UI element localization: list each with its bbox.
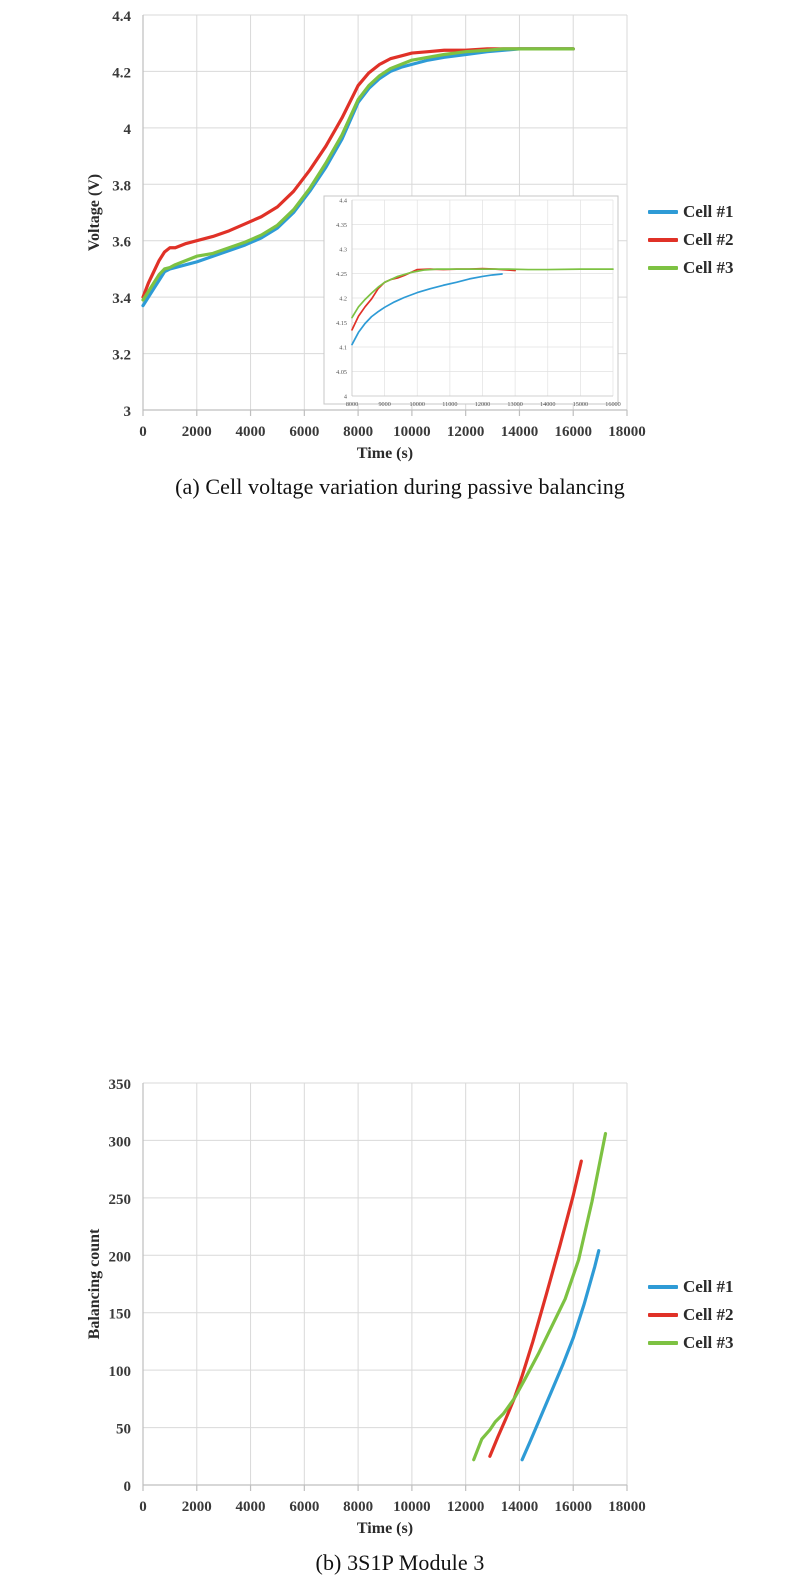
legend-swatch-cell-3 [648, 266, 678, 270]
svg-text:0: 0 [124, 1479, 132, 1495]
svg-text:8000: 8000 [346, 401, 358, 408]
svg-text:2000: 2000 [182, 1499, 212, 1515]
legend-item: Cell #1 [648, 198, 734, 226]
svg-text:12000: 12000 [447, 424, 485, 440]
svg-text:4000: 4000 [236, 1499, 266, 1515]
svg-text:Time (s): Time (s) [357, 1520, 413, 1537]
svg-text:4.15: 4.15 [336, 320, 347, 327]
svg-text:250: 250 [109, 1192, 132, 1208]
svg-text:3.6: 3.6 [112, 235, 131, 251]
panel-a: 3 3.2 3.4 3.6 3.8 4 4.2 4.4 0 2000 4000 6000 8000 100… [0, 0, 800, 515]
svg-text:10000: 10000 [393, 424, 431, 440]
svg-text:4000: 4000 [236, 424, 266, 440]
svg-text:6000: 6000 [289, 1499, 319, 1515]
svg-text:4.4: 4.4 [339, 198, 347, 205]
svg-text:12000: 12000 [447, 1499, 485, 1515]
svg-text:16000: 16000 [605, 401, 620, 408]
svg-text:4.3: 4.3 [339, 247, 347, 254]
svg-text:0: 0 [139, 1499, 147, 1515]
legend-panel-b: Cell #1 Cell #2 Cell #3 [648, 1273, 734, 1357]
legend-label-cell-1: Cell #1 [683, 1277, 734, 1296]
svg-text:12000: 12000 [475, 401, 490, 408]
svg-text:4.4: 4.4 [112, 9, 131, 25]
legend-label-cell-3: Cell #3 [683, 258, 734, 277]
legend-item: Cell #2 [648, 226, 734, 254]
svg-text:4: 4 [344, 394, 347, 401]
legend-panel-a: Cell #1 Cell #2 Cell #3 [648, 198, 734, 282]
svg-text:13000: 13000 [507, 401, 522, 408]
svg-text:9000: 9000 [378, 401, 390, 408]
svg-text:10000: 10000 [410, 401, 425, 408]
svg-text:15000: 15000 [573, 401, 588, 408]
svg-text:6000: 6000 [289, 424, 319, 440]
svg-text:Voltage (V): Voltage (V) [86, 174, 103, 251]
svg-text:350: 350 [109, 1077, 132, 1093]
legend-label-cell-3: Cell #3 [683, 1333, 734, 1352]
svg-text:4: 4 [124, 122, 132, 138]
legend-label-cell-2: Cell #2 [683, 1305, 734, 1324]
legend-swatch-cell-2 [648, 1313, 678, 1317]
svg-text:8000: 8000 [343, 424, 373, 440]
svg-text:100: 100 [109, 1364, 132, 1380]
svg-text:14000: 14000 [501, 1499, 539, 1515]
svg-text:4.05: 4.05 [336, 369, 347, 376]
svg-text:18000: 18000 [608, 1499, 646, 1515]
svg-text:3.2: 3.2 [112, 348, 131, 364]
svg-text:4.2: 4.2 [339, 296, 347, 303]
legend-item: Cell #3 [648, 1329, 734, 1357]
legend-label-cell-1: Cell #1 [683, 202, 734, 221]
svg-text:0: 0 [139, 424, 147, 440]
svg-text:3.4: 3.4 [112, 291, 131, 307]
svg-text:200: 200 [109, 1249, 132, 1265]
svg-text:11000: 11000 [442, 401, 457, 408]
legend-item: Cell #3 [648, 254, 734, 282]
svg-text:18000: 18000 [608, 424, 646, 440]
svg-text:4.1: 4.1 [339, 345, 347, 352]
svg-text:14000: 14000 [501, 424, 539, 440]
svg-text:16000: 16000 [554, 1499, 592, 1515]
caption-panel-a: (a) Cell voltage variation during passiv… [175, 474, 625, 499]
legend-swatch-cell-1 [648, 1285, 678, 1289]
svg-text:300: 300 [109, 1134, 132, 1150]
voltage-chart: 3 3.2 3.4 3.6 3.8 4 4.2 4.4 0 2000 4000 6000 8000 100… [86, 9, 646, 462]
svg-text:2000: 2000 [182, 424, 212, 440]
legend-item: Cell #2 [648, 1301, 734, 1329]
svg-text:Balancing count: Balancing count [86, 1228, 103, 1339]
svg-text:4.2: 4.2 [112, 65, 131, 81]
legend-label-cell-2: Cell #2 [683, 230, 734, 249]
svg-text:8000: 8000 [343, 1499, 373, 1515]
svg-text:10000: 10000 [393, 1499, 431, 1515]
svg-text:150: 150 [109, 1307, 132, 1323]
svg-text:50: 50 [116, 1422, 131, 1438]
legend-swatch-cell-2 [648, 238, 678, 242]
caption-panel-b: (b) 3S1P Module 3 [315, 1550, 485, 1575]
legend-item: Cell #1 [648, 1273, 734, 1301]
svg-text:16000: 16000 [554, 424, 592, 440]
svg-text:4.35: 4.35 [336, 222, 347, 229]
legend-swatch-cell-1 [648, 210, 678, 214]
svg-text:4.25: 4.25 [336, 271, 347, 278]
svg-text:3.8: 3.8 [112, 178, 131, 194]
svg-text:Time (s): Time (s) [357, 445, 413, 462]
legend-swatch-cell-3 [648, 1341, 678, 1345]
svg-text:3: 3 [124, 404, 132, 420]
panel-b: 0 50 100 150 200 250 300 350 0 2000 4000 6000 8000 10… [0, 515, 800, 1575]
svg-text:14000: 14000 [540, 401, 555, 408]
